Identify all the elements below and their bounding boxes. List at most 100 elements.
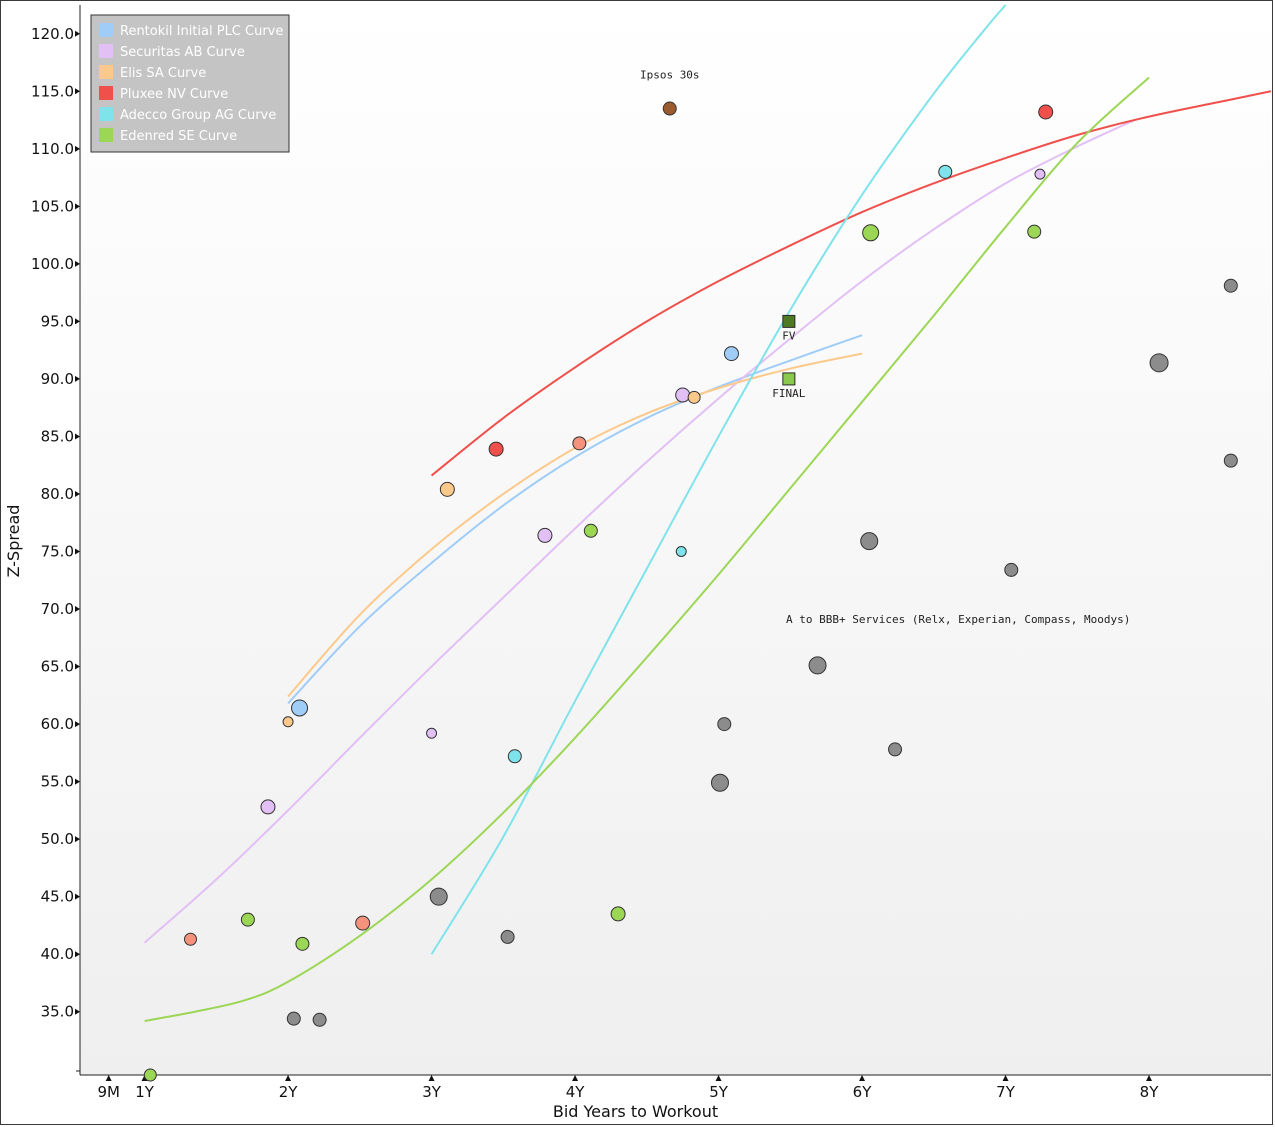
scatter-point xyxy=(610,906,626,922)
y-tick-mark xyxy=(75,893,80,900)
scatter-point xyxy=(429,887,448,906)
square-marker xyxy=(782,314,796,328)
scatter-point xyxy=(439,481,455,497)
x-tick-label: 4Y xyxy=(566,1083,586,1101)
x-tick-mark xyxy=(428,1075,435,1081)
y-tick-label: 90.0 xyxy=(41,370,74,388)
scatter-point xyxy=(583,523,598,538)
scatter-point xyxy=(282,716,294,728)
x-tick-mark xyxy=(1002,1075,1009,1081)
scatter-point xyxy=(675,546,687,558)
y-tick-mark xyxy=(75,548,80,555)
annotation-text: A to BBB+ Services (Relx, Experian, Comp… xyxy=(786,613,1130,626)
y-tick-mark xyxy=(75,606,80,613)
scatter-point xyxy=(291,699,309,717)
y-tick-label: 55.0 xyxy=(41,773,74,791)
legend-label: Edenred SE Curve xyxy=(120,129,237,144)
curve-line xyxy=(430,90,1272,477)
x-tick-mark xyxy=(1146,1075,1153,1081)
scatter-point xyxy=(717,717,732,732)
x-tick-mark xyxy=(715,1075,722,1081)
x-tick-label: 7Y xyxy=(996,1083,1016,1101)
scatter-point xyxy=(1027,224,1042,239)
scatter-point xyxy=(143,1068,157,1082)
x-tick-mark xyxy=(859,1075,866,1081)
scatter-point xyxy=(295,936,310,951)
y-tick-mark xyxy=(75,375,80,382)
scatter-point xyxy=(862,224,880,242)
y-tick-label: 40.0 xyxy=(41,945,74,963)
legend-swatch xyxy=(99,128,113,142)
scatter-point xyxy=(938,164,953,179)
scatter-point xyxy=(260,799,276,815)
y-tick-mark xyxy=(75,260,80,267)
y-tick-mark xyxy=(75,663,80,670)
legend-label: Rentokil Initial PLC Curve xyxy=(120,24,283,39)
scatter-point xyxy=(426,727,438,739)
scatter-point xyxy=(1149,353,1169,373)
scatter-point xyxy=(1038,104,1054,120)
y-tick-label: 110.0 xyxy=(31,140,74,158)
y-tick-label: 60.0 xyxy=(41,715,74,733)
legend-label: Elis SA Curve xyxy=(120,66,206,81)
y-tick-mark xyxy=(75,951,80,958)
square-marker xyxy=(782,372,796,386)
y-tick-label: 120.0 xyxy=(31,25,74,43)
y-tick-label: 95.0 xyxy=(41,312,74,330)
y-tick-label: 105.0 xyxy=(31,197,74,215)
y-tick-mark xyxy=(75,433,80,440)
x-tick-label: 5Y xyxy=(709,1083,729,1101)
square-marker-label: FV xyxy=(782,329,796,342)
square-marker-label: FINAL xyxy=(772,387,805,400)
scatter-point xyxy=(1034,168,1046,180)
y-tick-mark xyxy=(75,88,80,95)
annotation-text: Ipsos 30s xyxy=(640,69,700,82)
y-tick-mark xyxy=(75,145,80,152)
axes: 35.0 40.0 45.0 50.0 55.0 60.0 65.0 70.0 75.0 80.0… xyxy=(4,5,1271,1121)
y-tick-label: 50.0 xyxy=(41,830,74,848)
scatter-point xyxy=(1223,453,1238,468)
legend-swatch xyxy=(99,23,113,37)
scatter-point xyxy=(723,346,739,362)
y-tick-mark xyxy=(75,836,80,843)
x-tick-label: 2Y xyxy=(279,1083,299,1101)
scatter-point xyxy=(355,915,371,931)
scatter-point xyxy=(675,387,691,403)
scatter-point xyxy=(240,912,255,927)
x-tick-label: 9M xyxy=(97,1083,120,1101)
scatter-point xyxy=(507,749,522,764)
y-tick-mark xyxy=(75,721,80,728)
y-tick-mark xyxy=(75,778,80,785)
scatter-point xyxy=(312,1012,327,1027)
curve-line xyxy=(143,119,1136,944)
legend[interactable]: Rentokil Initial PLC Curve Securitas AB C… xyxy=(90,14,290,153)
scatter-point xyxy=(183,932,197,946)
y-tick-label: 75.0 xyxy=(41,543,74,561)
y-tick-label: 100.0 xyxy=(31,255,74,273)
scatter-point xyxy=(537,527,553,543)
legend-box xyxy=(90,14,290,153)
legend-label: Pluxee NV Curve xyxy=(120,87,228,102)
y-tick-mark xyxy=(75,203,80,210)
x-axis-title: Bid Years to Workout xyxy=(553,1102,718,1121)
legend-swatch xyxy=(99,65,113,79)
scatter-point xyxy=(500,929,515,944)
curve-line xyxy=(144,76,1150,1022)
y-tick-mark xyxy=(75,490,80,497)
scatter-point xyxy=(710,773,729,792)
plot-area xyxy=(80,5,1271,1075)
scatter-point xyxy=(860,532,879,551)
curve-line xyxy=(287,352,863,698)
legend-label: Adecco Group AG Curve xyxy=(120,108,276,123)
x-tick-mark xyxy=(572,1075,579,1081)
scatter-point xyxy=(808,656,827,675)
scatter-point xyxy=(572,436,587,451)
x-tick-mark xyxy=(105,1075,112,1081)
scatter-point xyxy=(662,101,677,116)
scatter-point xyxy=(286,1011,301,1026)
curve-line xyxy=(287,334,863,705)
y-axis-title: Z-Spread xyxy=(4,505,23,578)
y-tick-label: 115.0 xyxy=(31,82,74,100)
